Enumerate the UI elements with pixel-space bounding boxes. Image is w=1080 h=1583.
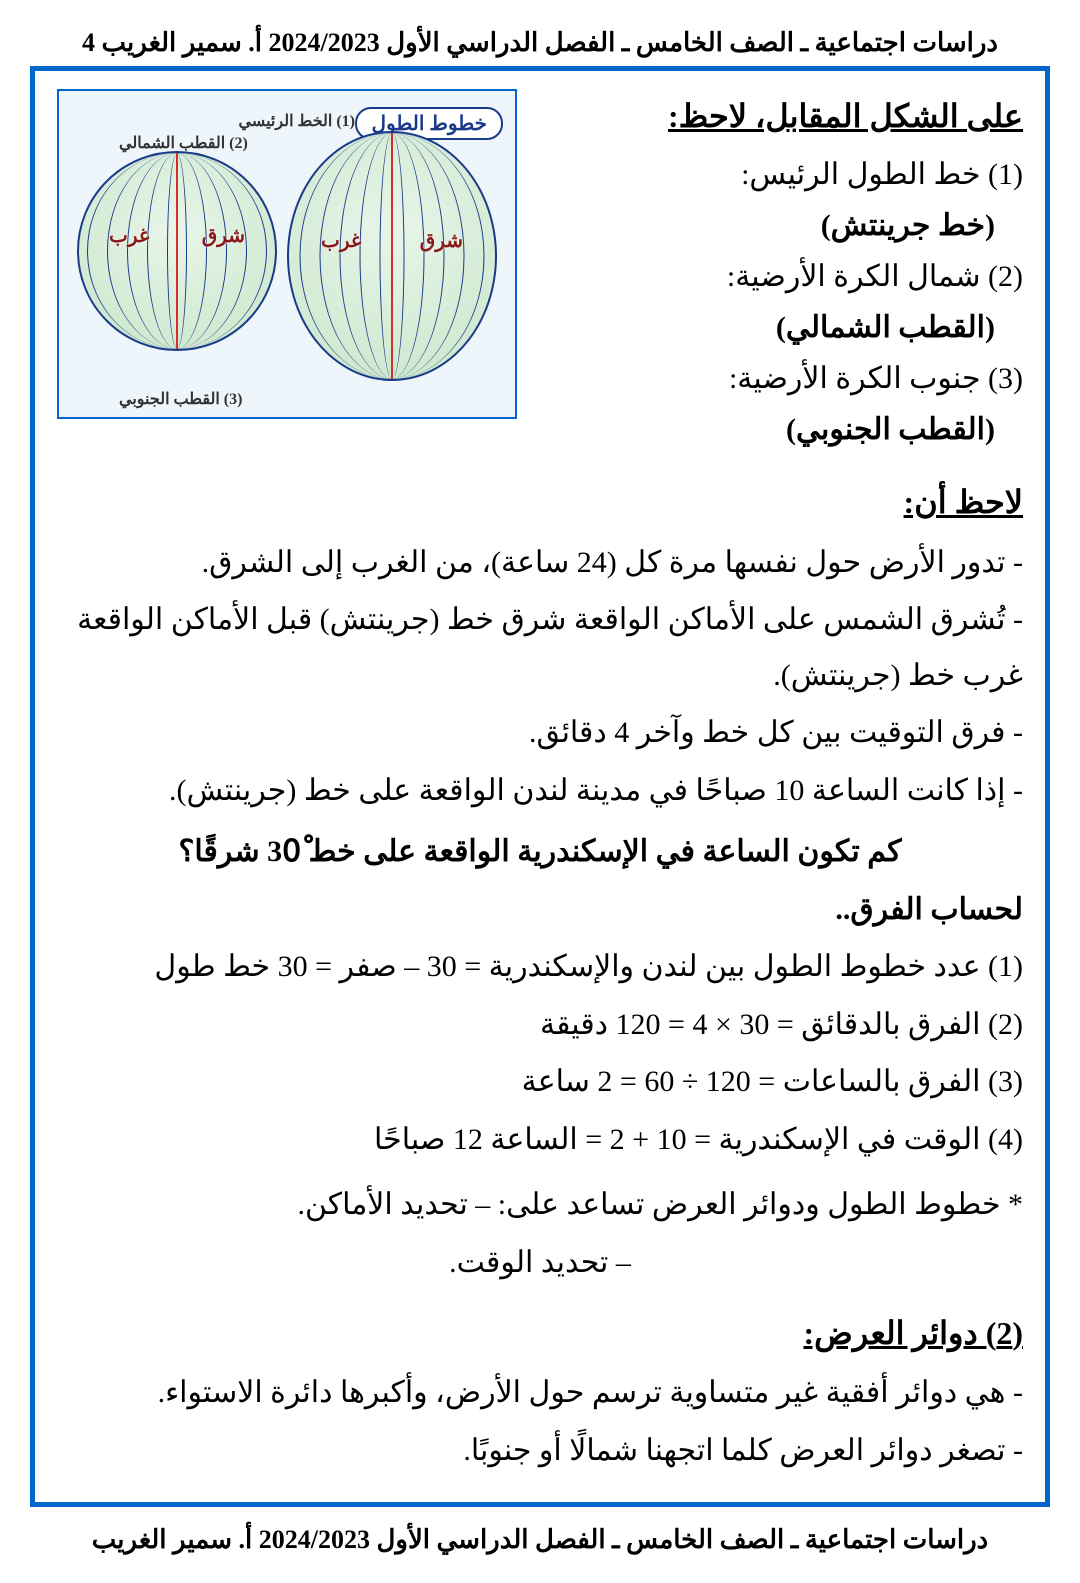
south-caption: (3) القطب الجنوبي [119, 389, 242, 409]
section2-title: (2) دوائر العرض: [57, 1304, 1023, 1363]
body-content: لاحظ أن: - تدور الأرض حول نفسها مرة كل (… [57, 473, 1023, 1478]
globe-right: شرق غرب [287, 131, 497, 381]
east-label-2: شرق [420, 228, 463, 253]
observe-block: على الشكل المقابل، لاحظ: (1) خط الطول ال… [529, 89, 1023, 455]
answer-1: (خط جرينتش) [529, 200, 995, 251]
section2-line-2: - تصغر دوائر العرض كلما اتجهنا شمالًا أو… [57, 1423, 1023, 1479]
notice-title: لاحظ أن: [57, 473, 1023, 532]
item-3: (3) جنوب الكرة الأرضية: [529, 353, 1023, 404]
section2-line-1: - هي دوائر أفقية غير متساوية ترسم حول ال… [57, 1365, 1023, 1421]
longitude-figure: خطوط الطول (1) الخط الرئيسي (2) القطب ال… [57, 89, 517, 419]
item-1: (1) خط الطول الرئيس: [529, 149, 1023, 200]
content-frame: على الشكل المقابل، لاحظ: (1) خط الطول ال… [30, 66, 1050, 1507]
calc-4: (4) الوقت في الإسكندرية = 10 + 2 = الساع… [57, 1112, 1023, 1168]
page-header: دراسات اجتماعية ـ الصف الخامس ـ الفصل ال… [30, 20, 1050, 66]
calc-2: (2) الفرق بالدقائق = 30 × 4 = 120 دقيقة [57, 997, 1023, 1053]
notice-line-4: - إذا كانت الساعة 10 صباحًا في مدينة لند… [57, 763, 1023, 819]
calc-title: لحساب الفرق.. [57, 882, 1023, 938]
item-2: (2) شمال الكرة الأرضية: [529, 251, 1023, 302]
page-footer: دراسات اجتماعية ـ الصف الخامس ـ الفصل ال… [30, 1517, 1050, 1563]
prime-caption: (1) الخط الرئيسي [238, 111, 355, 131]
west-label-2: غرب [321, 228, 361, 253]
star-2: – تحديد الوقت. [57, 1235, 1023, 1291]
calc-1: (1) عدد خطوط الطول بين لندن والإسكندرية … [57, 939, 1023, 995]
answer-2: (القطب الشمالي) [529, 302, 995, 353]
answer-3: (القطب الجنوبي) [529, 404, 995, 455]
notice-line-2: - تُشرق الشمس على الأماكن الواقعة شرق خط… [57, 592, 1023, 703]
calc-3: (3) الفرق بالساعات = 120 ÷ 60 = 2 ساعة [57, 1054, 1023, 1110]
section1-title: على الشكل المقابل، لاحظ: [529, 89, 1023, 143]
notice-line-1: - تدور الأرض حول نفسها مرة كل (24 ساعة)،… [57, 535, 1023, 591]
notice-line-3: - فرق التوقيت بين كل خط وآخر 4 دقائق. [57, 705, 1023, 761]
globe-left: شرق غرب [77, 151, 277, 351]
east-label-1: شرق [202, 223, 245, 248]
star-1: * خطوط الطول ودوائر العرض تساعد على: – ت… [57, 1177, 1023, 1233]
question-line: كم تكون الساعة في الإسكندرية الواقعة على… [57, 824, 1023, 880]
north-caption: (2) القطب الشمالي [119, 133, 248, 153]
west-label-1: غرب [109, 223, 149, 248]
